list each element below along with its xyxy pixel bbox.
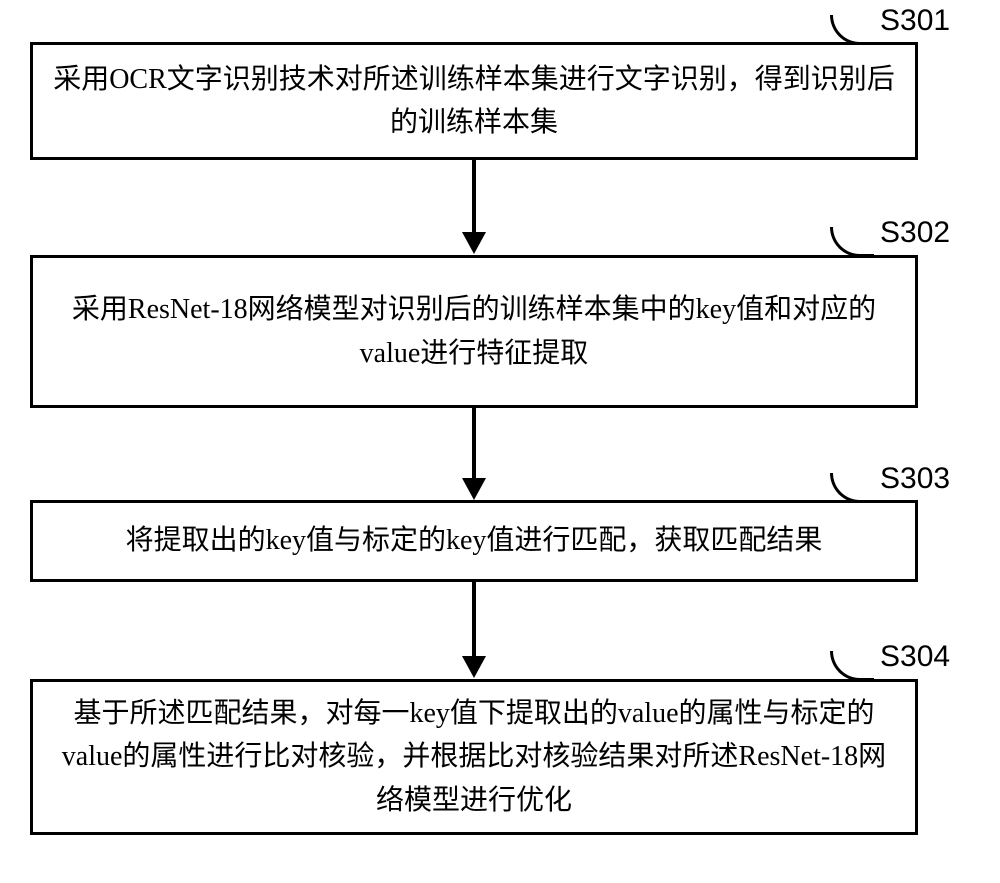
step-box-s301: 采用OCR文字识别技术对所述训练样本集进行文字识别，得到识别后的训练样本集: [30, 42, 918, 160]
flowchart-canvas: S301 采用OCR文字识别技术对所述训练样本集进行文字识别，得到识别后的训练样…: [0, 0, 1000, 883]
step-label-s303: S303: [880, 462, 950, 496]
arrow-line-1: [472, 160, 476, 232]
step-label-s302: S302: [880, 216, 950, 250]
step-label-s301: S301: [880, 4, 950, 38]
step-text-s301: 采用OCR文字识别技术对所述训练样本集进行文字识别，得到识别后的训练样本集: [53, 58, 895, 145]
arrow-head-1: [462, 232, 486, 254]
step-text-s304: 基于所述匹配结果，对每一key值下提取出的value的属性与标定的value的属…: [53, 692, 895, 822]
label-tick-s304: [830, 651, 874, 681]
arrow-head-2: [462, 478, 486, 500]
label-tick-s303: [830, 473, 874, 503]
step-box-s303: 将提取出的key值与标定的key值进行匹配，获取匹配结果: [30, 500, 918, 582]
step-label-s304: S304: [880, 640, 950, 674]
label-tick-s302: [830, 227, 874, 257]
step-text-s303: 将提取出的key值与标定的key值进行匹配，获取匹配结果: [126, 519, 823, 562]
arrow-line-2: [472, 408, 476, 478]
label-tick-s301: [830, 15, 874, 45]
step-box-s302: 采用ResNet-18网络模型对识别后的训练样本集中的key值和对应的value…: [30, 255, 918, 408]
arrow-head-3: [462, 656, 486, 678]
arrow-line-3: [472, 582, 476, 656]
step-box-s304: 基于所述匹配结果，对每一key值下提取出的value的属性与标定的value的属…: [30, 679, 918, 835]
step-text-s302: 采用ResNet-18网络模型对识别后的训练样本集中的key值和对应的value…: [53, 288, 895, 375]
